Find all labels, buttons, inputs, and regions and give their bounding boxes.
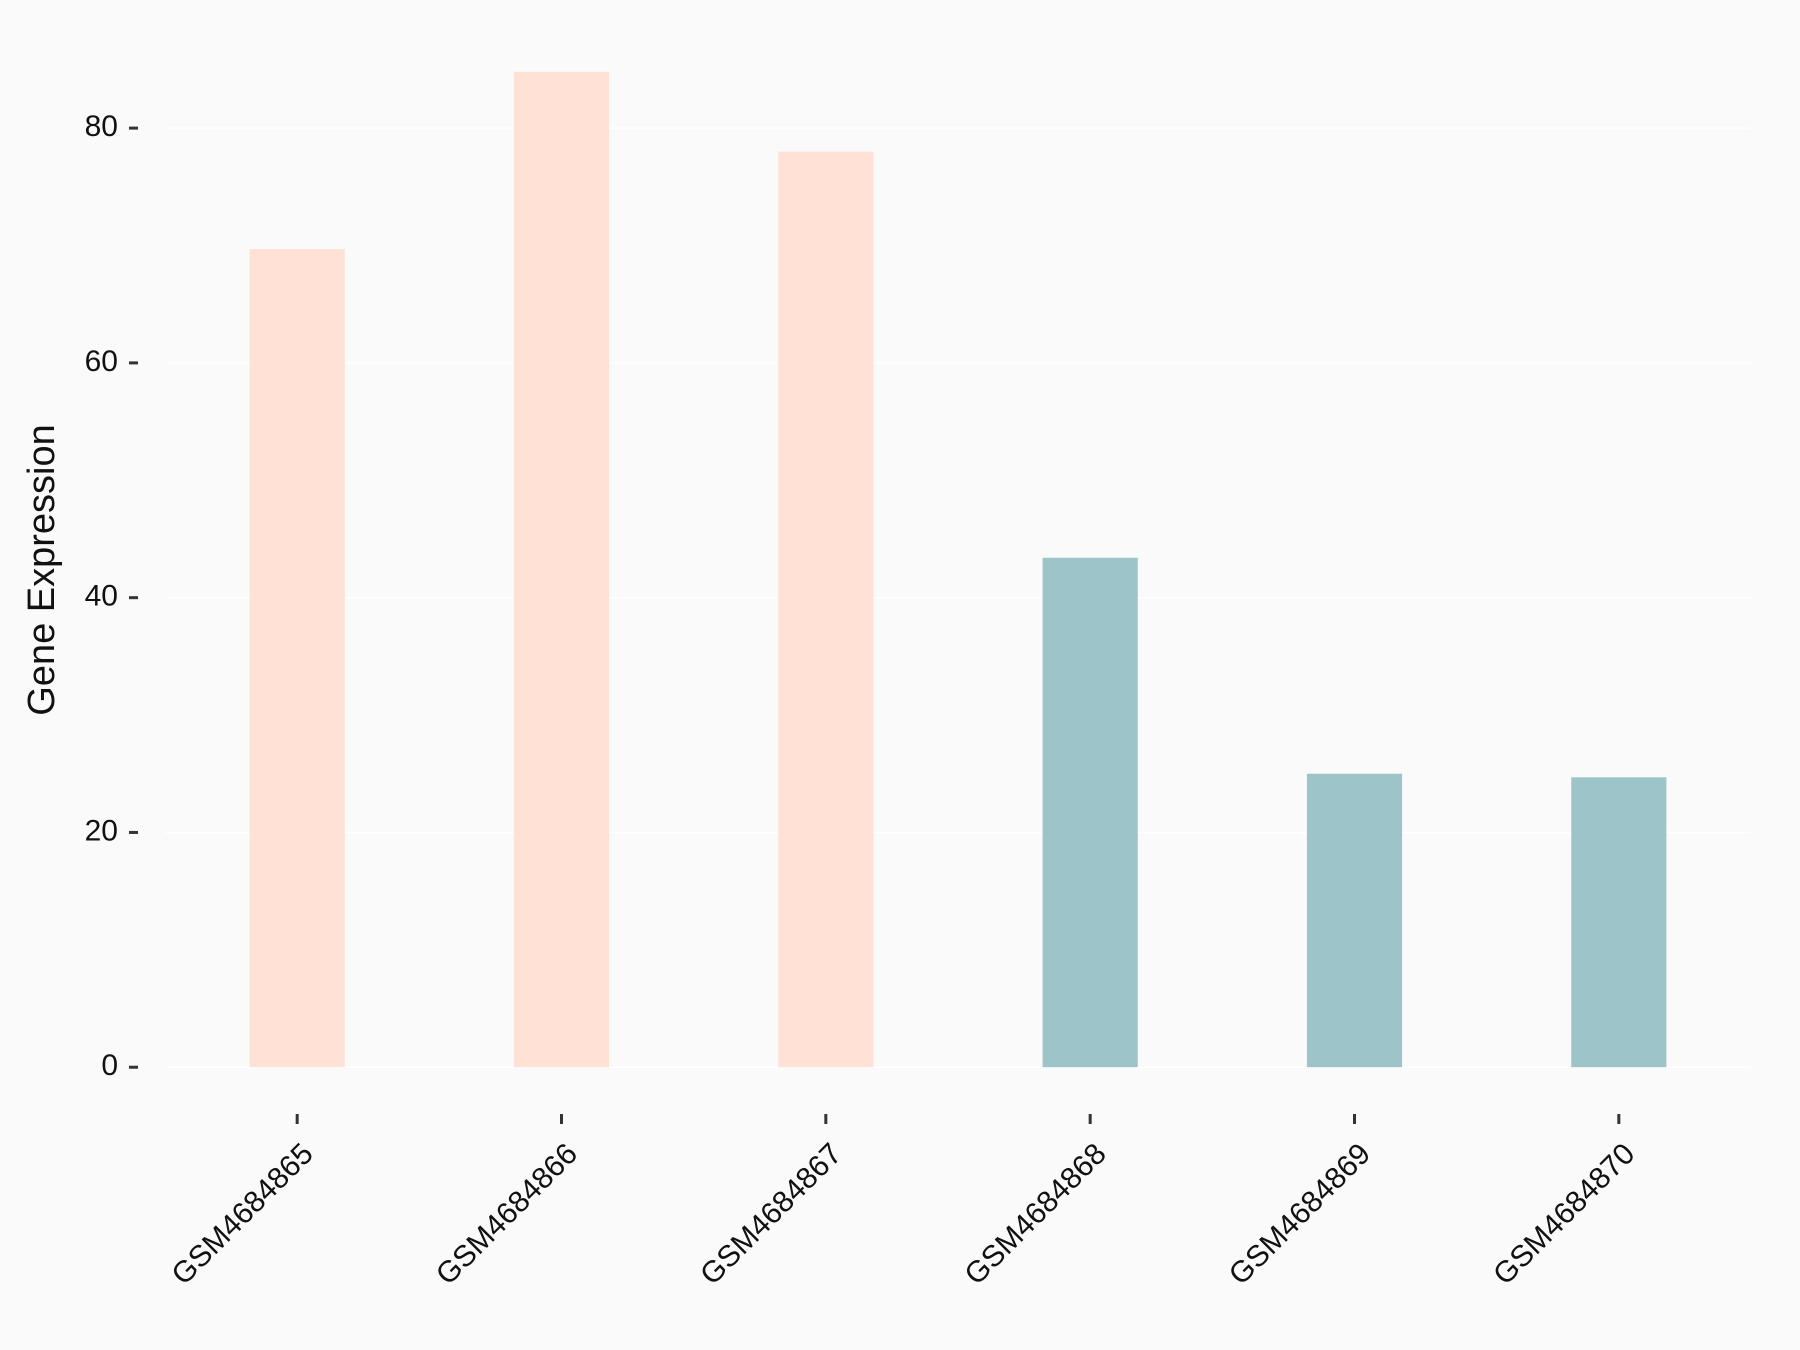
bar <box>249 249 345 1068</box>
y-tick-label: 60 <box>85 345 118 378</box>
y-tick-label: 40 <box>85 580 118 613</box>
bar <box>778 151 874 1068</box>
y-axis-label: Gene Expression <box>21 424 63 716</box>
bar <box>513 71 610 1068</box>
bar <box>1571 777 1667 1068</box>
y-tick-label: 80 <box>85 110 118 143</box>
y-tick-label: 20 <box>85 814 118 847</box>
bar <box>1306 773 1403 1068</box>
y-tick-label: 0 <box>101 1049 118 1082</box>
bar <box>1042 557 1138 1068</box>
